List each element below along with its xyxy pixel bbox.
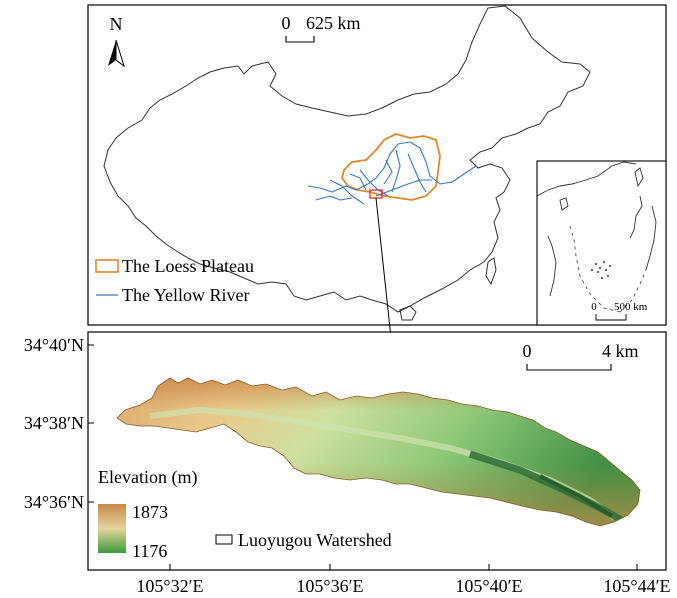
lon-label-3: 105°40′E xyxy=(455,576,522,596)
legend-loess-swatch xyxy=(95,259,119,273)
inset-scale-zero: 0 xyxy=(591,301,597,313)
watershed-legend: Luoyugou Watershed xyxy=(215,530,392,550)
hainan-island xyxy=(399,305,417,321)
watershed-boundary xyxy=(116,377,641,527)
bottom-scale-zero: 0 xyxy=(523,341,532,361)
elevation-title: Elevation (m) xyxy=(98,467,197,488)
yellow-river-network xyxy=(307,141,477,205)
top-legend: The Loess Plateau The Yellow River xyxy=(95,256,254,305)
watershed-map-panel: 34°40′N 34°38′N 34°36′N 105°32′E 105°36′… xyxy=(24,331,671,596)
top-scale-bar: 0 625 km xyxy=(282,13,361,43)
china-outline xyxy=(103,5,591,313)
lon-label-2: 105°36′E xyxy=(296,576,363,596)
china-map-panel: N 0 625 km The Loess Plateau The Yellow … xyxy=(87,4,667,326)
top-scale-label: 625 km xyxy=(306,13,361,33)
elevation-legend: Elevation (m) 1873 1176 xyxy=(98,467,197,561)
lat-label-2: 34°38′N xyxy=(24,413,84,433)
north-label: N xyxy=(110,14,123,34)
watershed-legend-label: Luoyugou Watershed xyxy=(238,530,392,550)
watershed-legend-swatch xyxy=(215,534,233,545)
elevation-max-label: 1873 xyxy=(132,502,168,522)
lat-label-1: 34°40′N xyxy=(24,335,84,355)
lon-label-4: 105°44′E xyxy=(603,576,670,596)
elevation-color-ramp xyxy=(98,504,126,553)
lon-label-1: 105°32′E xyxy=(136,576,203,596)
inset-scale-label: 500 km xyxy=(614,301,648,313)
top-scale-zero: 0 xyxy=(282,13,291,33)
elevation-min-label: 1176 xyxy=(132,541,167,561)
taiwan-island xyxy=(485,257,497,286)
lat-label-3: 34°36′N xyxy=(24,492,84,512)
bottom-scale-bar: 0 4 km xyxy=(523,341,639,371)
legend-river-label: The Yellow River xyxy=(122,285,250,305)
bottom-scale-label: 4 km xyxy=(602,341,639,361)
inset-frame xyxy=(536,160,667,326)
loess-plateau-outline xyxy=(341,133,441,201)
axis-ticks xyxy=(88,344,638,570)
legend-loess-label: The Loess Plateau xyxy=(122,256,254,276)
north-arrow-icon: N xyxy=(108,14,125,68)
south-china-sea-inset: 0 500 km xyxy=(536,160,667,326)
